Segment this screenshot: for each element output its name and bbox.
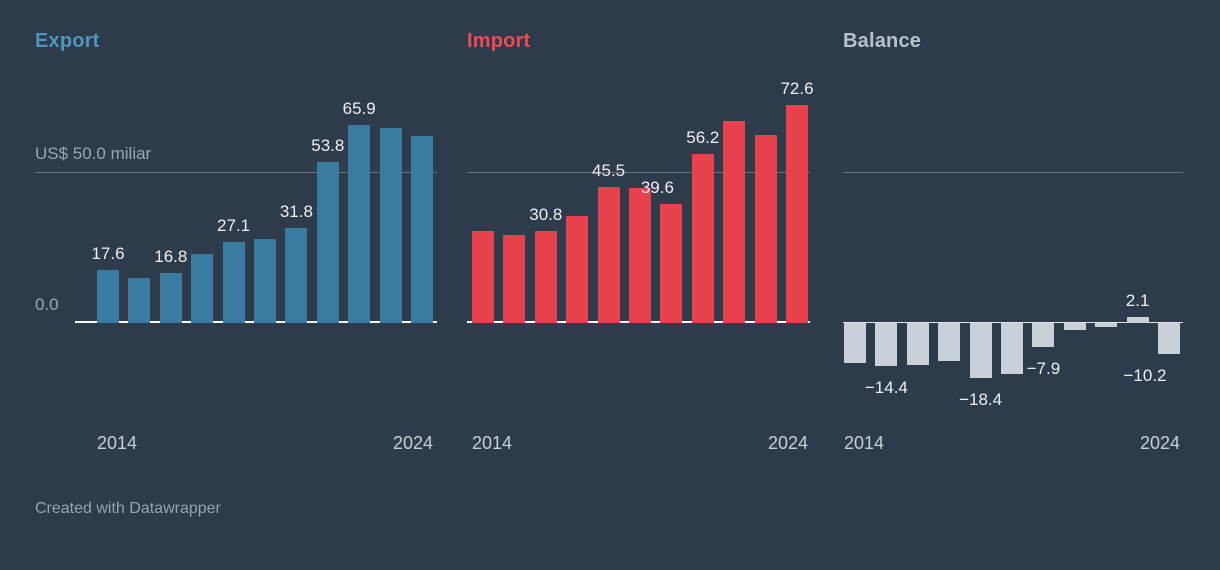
chart-panel-balance: Balance −14.4 −18.4 −7.9 2.1 −10.2 2014 2024	[843, 30, 1183, 500]
bar-balance-2016[interactable]	[906, 323, 929, 365]
x-tick-2024: 2024	[767, 433, 808, 453]
value-label-balance-2020: −7.9	[1026, 358, 1061, 378]
bar-balance-2021[interactable]	[1063, 323, 1086, 331]
bar-import-2020[interactable]	[660, 204, 683, 323]
bar-export-2018[interactable]	[222, 241, 245, 323]
value-label-balance-2024: −10.2	[1123, 365, 1167, 385]
bar-export-2019[interactable]	[254, 239, 276, 323]
bar-export-2022[interactable]	[348, 125, 371, 323]
bar-balance-2018[interactable]	[969, 323, 992, 379]
value-label-balance-2023: 2.1	[1125, 290, 1150, 310]
panel-title-balance: Balance	[843, 30, 922, 52]
plot-area-export: 17.6 16.8 27.1 31.8 53.8 65.9	[35, 30, 437, 500]
chart-panel-export: Export US$ 50.0 miliar 0.0 17.6 16.8 27.1 3…	[35, 30, 437, 500]
bar-import-2022[interactable]	[723, 121, 746, 323]
bar-import-2024[interactable]	[786, 105, 808, 323]
gridline-50	[35, 172, 437, 173]
value-label-import-2020: 39.6	[640, 178, 674, 198]
gridline-50	[843, 172, 1183, 173]
x-tick-2024: 2024	[392, 433, 433, 453]
bar-balance-2019[interactable]	[1001, 323, 1023, 374]
bar-import-2016[interactable]	[534, 230, 557, 323]
x-tick-2014: 2014	[97, 433, 138, 453]
bar-balance-2017[interactable]	[938, 323, 961, 362]
y-axis-label-50: US$ 50.0 miliar	[35, 144, 152, 163]
bar-export-2017[interactable]	[191, 254, 214, 323]
bar-import-2023[interactable]	[754, 134, 777, 323]
bar-balance-2015[interactable]	[875, 323, 898, 367]
value-label-export-2021: 53.8	[311, 135, 345, 155]
bar-export-2016[interactable]	[159, 272, 182, 323]
value-label-export-2022: 65.9	[342, 99, 376, 119]
plot-area-balance: −14.4 −18.4 −7.9 2.1 −10.2	[843, 30, 1183, 500]
bar-export-2021[interactable]	[316, 161, 339, 323]
bar-export-2014[interactable]	[97, 270, 119, 323]
value-label-export-2014: 17.6	[91, 244, 125, 264]
value-label-export-2018: 27.1	[217, 215, 251, 235]
bar-import-2015[interactable]	[503, 234, 526, 323]
value-label-export-2016: 16.8	[154, 246, 188, 266]
value-label-export-2020: 31.8	[279, 201, 313, 221]
panel-title-import: Import	[467, 30, 531, 52]
value-label-import-2018: 45.5	[592, 160, 626, 180]
bar-export-2015[interactable]	[128, 278, 151, 323]
value-label-balance-2018: −18.4	[959, 390, 1003, 410]
bar-export-2023[interactable]	[379, 128, 402, 323]
bar-import-2017[interactable]	[566, 215, 589, 323]
bar-balance-2022[interactable]	[1095, 323, 1118, 327]
plot-area-import: 30.8 45.5 39.6 56.2 72.6	[467, 30, 814, 500]
panel-title-export: Export	[35, 30, 100, 52]
value-label-import-2021: 56.2	[686, 128, 720, 148]
x-tick-2024: 2024	[1139, 433, 1180, 453]
value-label-import-2024: 72.6	[780, 79, 814, 99]
datawrapper-credit-link[interactable]: Created with Datawrapper	[35, 500, 221, 517]
x-tick-2014: 2014	[472, 433, 513, 453]
bar-balance-2020[interactable]	[1032, 323, 1055, 347]
value-label-import-2016: 30.8	[529, 204, 563, 224]
bar-import-2014[interactable]	[472, 230, 494, 323]
gridline-50	[467, 172, 810, 173]
bar-import-2019[interactable]	[629, 188, 651, 323]
value-label-balance-2015: −14.4	[864, 378, 908, 398]
bar-export-2020[interactable]	[285, 227, 308, 323]
bar-balance-2024[interactable]	[1158, 323, 1180, 354]
bar-import-2018[interactable]	[597, 186, 620, 323]
x-tick-2014: 2014	[844, 433, 885, 453]
bar-import-2021[interactable]	[691, 154, 714, 323]
y-axis-label-0: 0.0	[35, 295, 59, 314]
chart-panel-import: Import 30.8 45.5 39.6 56.2 72.6 2014 2024	[467, 30, 814, 500]
bar-balance-2014[interactable]	[844, 323, 866, 363]
zero-line	[843, 322, 1183, 323]
bar-balance-2023[interactable]	[1126, 316, 1149, 323]
bar-export-2024[interactable]	[411, 135, 433, 323]
